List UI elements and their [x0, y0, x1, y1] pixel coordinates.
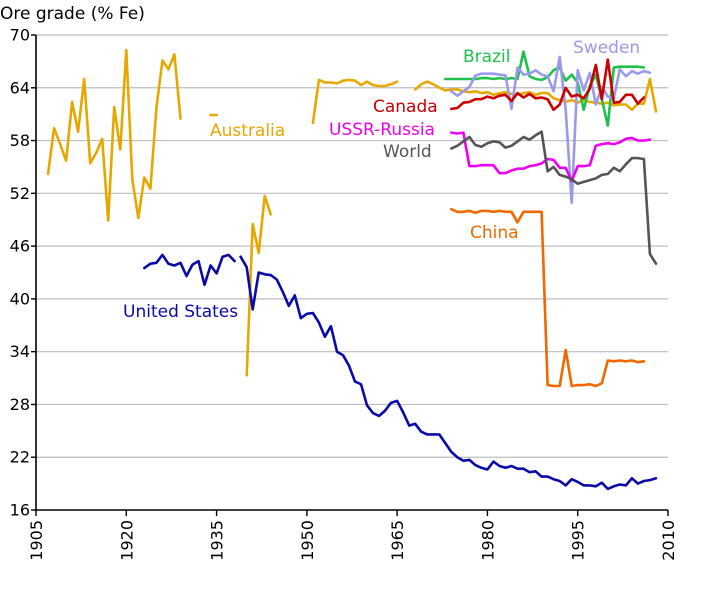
series-label-brazil: Brazil	[463, 47, 510, 67]
series-label-australia: Australia	[210, 121, 285, 141]
series-line-canada	[449, 58, 646, 112]
series-label-united-states: United States	[123, 302, 238, 322]
series-label-ussr-russia: USSR-Russia	[329, 120, 435, 140]
x-tick-label: 1905	[27, 520, 46, 561]
series-line-united-states	[143, 253, 236, 287]
x-tick-label: 1950	[298, 520, 317, 561]
series-line-world	[449, 130, 658, 266]
y-tick-label: 46	[10, 237, 30, 256]
x-tick-label: 1980	[478, 520, 497, 561]
series-line-china	[449, 207, 646, 388]
series-line-ussr-russia	[449, 131, 652, 183]
x-tick-label: 1995	[569, 520, 588, 561]
x-tick-labels: 1905 1920 1935 1950 1965 1980 1995 2010	[27, 510, 678, 561]
series-line-australia	[413, 77, 658, 113]
y-tick-label: 52	[10, 184, 30, 203]
series-lines	[46, 48, 658, 491]
series-label-sweden: Sweden	[573, 38, 640, 58]
series-world	[449, 130, 658, 266]
series-label-world: World	[383, 142, 432, 162]
series-labels: Australia United States Brazil Sweden Canada…	[123, 38, 640, 322]
series-line-united-states	[239, 255, 658, 491]
series-china	[449, 207, 646, 388]
axes	[35, 35, 668, 511]
y-tick-labels: 16 22 28 34 40 46 52 58 64 70	[10, 26, 36, 520]
y-tick-label: 22	[10, 448, 30, 467]
y-axis-title: Ore grade (% Fe)	[0, 4, 145, 24]
series-line-australia	[311, 78, 399, 125]
x-tick-label: 1935	[208, 520, 227, 561]
x-tick-label: 1965	[388, 520, 407, 561]
series-line-australia	[46, 48, 182, 222]
series-canada	[449, 58, 646, 112]
y-tick-label: 34	[10, 342, 30, 361]
series-ussr-russia	[449, 131, 652, 183]
y-tick-label: 58	[10, 131, 30, 150]
series-line-sweden	[449, 55, 652, 205]
y-tick-label: 40	[10, 289, 30, 308]
series-label-canada: Canada	[373, 97, 438, 117]
series-line-australia	[245, 194, 273, 377]
series-sweden	[449, 55, 652, 205]
x-tick-label: 1920	[117, 520, 136, 561]
series-label-china: China	[470, 223, 519, 243]
series-australia	[46, 48, 658, 377]
y-tick-label: 28	[10, 395, 30, 414]
grid-lines	[36, 34, 668, 458]
y-tick-label: 64	[10, 78, 30, 97]
series-united-states	[143, 253, 658, 491]
y-tick-label: 16	[10, 501, 30, 520]
y-tick-label: 70	[10, 26, 30, 45]
x-tick-label: 2010	[659, 520, 678, 561]
